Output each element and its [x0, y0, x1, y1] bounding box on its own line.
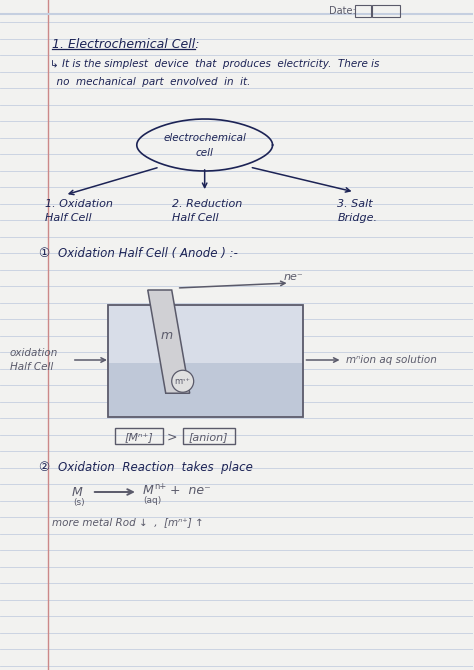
Text: Half Cell: Half Cell: [10, 362, 53, 372]
Text: M: M: [72, 486, 82, 498]
Text: 1. Oxidation: 1. Oxidation: [45, 199, 113, 209]
Text: 1. Electrochemical Cell:: 1. Electrochemical Cell:: [52, 38, 200, 50]
Text: (aq): (aq): [143, 496, 161, 505]
Bar: [108, 305, 302, 417]
Bar: [373, 5, 401, 17]
Text: more metal Rod ↓  ,  [mⁿ⁺] ↑: more metal Rod ↓ , [mⁿ⁺] ↑: [52, 517, 204, 527]
Text: M: M: [143, 484, 154, 496]
Text: electrochemical: electrochemical: [163, 133, 246, 143]
Bar: [356, 5, 372, 17]
Text: Oxidation  Reaction  takes  place: Oxidation Reaction takes place: [58, 460, 253, 474]
Text: 3. Salt: 3. Salt: [337, 199, 373, 209]
Text: (s): (s): [73, 498, 84, 507]
Text: ↳ It is the simplest  device  that  produces  electricity.  There is: ↳ It is the simplest device that produce…: [50, 59, 379, 69]
Bar: [115, 428, 163, 444]
Circle shape: [172, 371, 194, 392]
Text: n+: n+: [155, 482, 167, 490]
Text: 2. Reduction: 2. Reduction: [172, 199, 242, 209]
Bar: [182, 428, 235, 444]
Text: no  mechanical  part  envolved  in  it.: no mechanical part envolved in it.: [50, 77, 250, 87]
Text: mⁿ⁺: mⁿ⁺: [175, 377, 191, 386]
Text: +  ne⁻: + ne⁻: [170, 484, 210, 496]
Polygon shape: [148, 290, 190, 393]
Text: Half Cell: Half Cell: [45, 213, 91, 223]
Text: [anion]: [anion]: [189, 432, 228, 442]
Text: cell: cell: [196, 148, 214, 158]
Text: ne⁻: ne⁻: [283, 272, 303, 282]
Text: Bridge.: Bridge.: [337, 213, 377, 223]
Text: ①: ①: [38, 247, 49, 259]
Text: >: >: [166, 431, 177, 444]
Text: Date:: Date:: [329, 6, 356, 16]
Text: ②: ②: [38, 460, 49, 474]
Text: [Mⁿ⁺]: [Mⁿ⁺]: [124, 432, 153, 442]
Text: Half Cell: Half Cell: [172, 213, 219, 223]
Text: oxidation: oxidation: [10, 348, 58, 358]
Bar: [109, 363, 301, 416]
Text: Oxidation Half Cell ( Anode ) :-: Oxidation Half Cell ( Anode ) :-: [58, 247, 238, 259]
Text: m: m: [161, 328, 173, 342]
Text: mⁿion aq solution: mⁿion aq solution: [346, 355, 438, 365]
